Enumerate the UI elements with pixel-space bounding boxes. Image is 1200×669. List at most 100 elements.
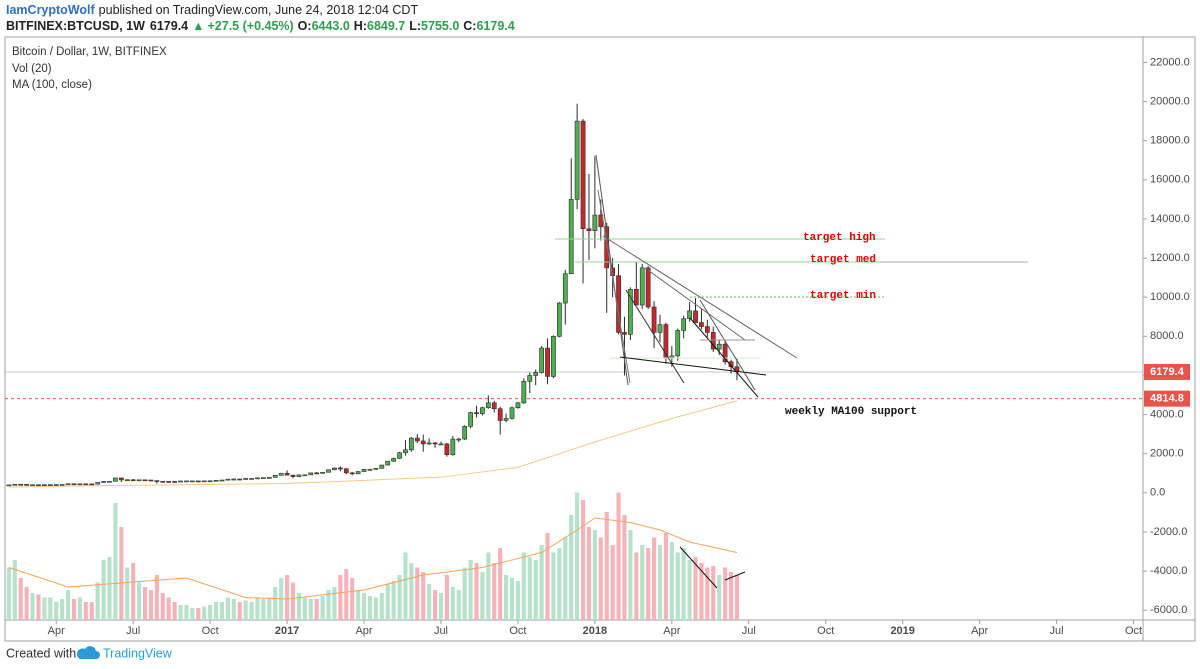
candle-body	[562, 273, 568, 304]
candle-body	[586, 228, 592, 231]
candle-body	[47, 484, 53, 486]
volume-bar	[18, 578, 23, 620]
volume-bar	[326, 590, 331, 620]
volume-bar	[551, 552, 556, 620]
volume-bar	[356, 590, 361, 620]
candle-body	[710, 332, 716, 350]
volume-bar	[89, 602, 94, 620]
candle-body	[178, 480, 183, 483]
candle-body	[728, 361, 734, 368]
candle-body	[515, 402, 521, 409]
logo	[76, 646, 100, 659]
volume-bar	[717, 575, 722, 620]
candle-body	[373, 468, 379, 470]
volume-bar	[640, 545, 645, 620]
volume-bar	[385, 584, 390, 620]
volume-bar	[728, 572, 734, 620]
volume-bar	[563, 537, 568, 620]
candle-body	[71, 483, 77, 486]
volume-bar	[290, 582, 296, 620]
price-label: 4814.8	[1150, 393, 1184, 405]
volume-bar	[598, 537, 603, 620]
volume-bar	[527, 557, 532, 620]
candle-body	[284, 472, 290, 476]
x-tick-label: Apr	[971, 625, 988, 637]
ohlc-value: 6849.7	[367, 19, 405, 33]
legend-entry: Bitcoin / Dollar, 1W, BITFINEX	[12, 46, 167, 58]
volume-bar	[734, 575, 740, 620]
volume-trendline	[724, 571, 746, 581]
volume-bar	[569, 515, 574, 620]
ohlc-key: L:	[409, 19, 421, 33]
legend-entry: Vol (20)	[12, 63, 52, 75]
volume-bar	[705, 567, 710, 620]
candle-body	[36, 484, 41, 487]
volume-bar	[557, 548, 562, 620]
candle-body	[6, 484, 12, 487]
volume-bar	[208, 605, 213, 620]
candle-body	[485, 402, 491, 409]
volume-bar	[148, 590, 154, 620]
volume-bar	[296, 593, 301, 620]
candle-body	[101, 481, 106, 483]
candle-body	[302, 474, 308, 477]
x-tick-label: Apr	[48, 625, 65, 637]
candle-body	[444, 443, 450, 455]
volume-bar	[308, 599, 313, 620]
volume-bar	[575, 492, 580, 620]
candle-body	[693, 310, 698, 323]
trendline	[619, 356, 767, 376]
volume-bar	[332, 587, 337, 620]
candle-body	[521, 381, 527, 404]
footer: Created with TradingView	[6, 646, 173, 660]
volume-bar	[450, 587, 455, 620]
volume-bar	[131, 563, 136, 620]
candle-body	[314, 472, 320, 475]
candle-body	[136, 479, 142, 482]
candle-body	[580, 120, 586, 230]
y-tick-label: 20000.0	[1150, 95, 1190, 107]
volume-bar	[456, 590, 461, 620]
candle-body	[113, 477, 118, 482]
volume-bar	[592, 530, 597, 620]
volume-bar	[267, 597, 272, 620]
candle-body	[12, 483, 18, 486]
volume-bar	[693, 557, 698, 620]
candle-body	[213, 480, 219, 482]
volume-bar	[202, 606, 207, 620]
candle-body	[409, 437, 414, 451]
trendline	[699, 299, 756, 391]
moving-average	[8, 400, 738, 488]
y-tick-label: 14000.0	[1150, 213, 1190, 225]
ohlc-value: 5755.0	[421, 19, 459, 33]
volume-bar	[468, 560, 473, 620]
footer-text: Created with	[6, 646, 76, 660]
volume-bar	[711, 566, 716, 620]
y-tick-label: 8000.0	[1150, 330, 1184, 342]
header: IamCryptoWolf published on TradingView.co…	[6, 3, 515, 33]
candle-body	[420, 440, 426, 445]
candle-body	[716, 343, 722, 350]
volume-bar	[545, 533, 550, 620]
volume-bar	[36, 594, 41, 620]
x-tick-label: Apr	[663, 625, 680, 637]
x-tick-label: 2017	[275, 625, 299, 637]
candle-body	[255, 477, 260, 480]
volume-bar	[628, 530, 633, 620]
volume-bar	[261, 599, 266, 620]
volume-bar	[663, 533, 668, 620]
candle-body	[722, 343, 728, 363]
candle-body	[89, 483, 95, 486]
candle-body	[456, 438, 462, 441]
author[interactable]: IamCryptoWolf	[6, 3, 95, 17]
candle-body	[568, 199, 574, 275]
price-label: 6179.4	[1150, 366, 1185, 378]
volume-bar	[432, 590, 438, 620]
candle-body	[278, 472, 284, 476]
volume-bar	[521, 552, 526, 620]
volume-bar	[438, 593, 444, 620]
volume-bar	[539, 545, 544, 620]
footer-brand[interactable]: TradingView	[103, 646, 173, 660]
